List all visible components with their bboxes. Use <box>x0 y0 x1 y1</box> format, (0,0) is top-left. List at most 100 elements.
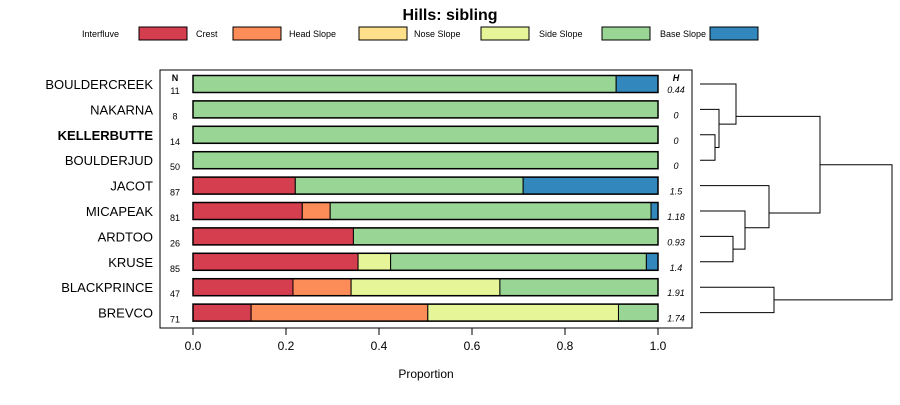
row-entropy: 1.91 <box>667 288 685 298</box>
bar-segment <box>192 176 296 195</box>
bar-row: ARDTOO 26 0.93 <box>98 227 685 248</box>
bar-segment <box>192 252 359 271</box>
row-count: 50 <box>170 162 180 172</box>
bar-segment <box>329 202 652 220</box>
row-entropy: 1.5 <box>670 187 684 197</box>
bar-segment <box>615 75 659 93</box>
dendrogram-branch <box>700 235 734 263</box>
bar-row: BOULDERCREEK 11 0.44 <box>45 74 685 96</box>
dendrogram-branch <box>700 108 720 148</box>
row-count: 81 <box>170 213 180 223</box>
bar-segment <box>427 303 619 322</box>
bar-segment <box>250 303 429 322</box>
bar-segment <box>192 151 659 170</box>
x-tick-label: 0.6 <box>464 339 481 353</box>
h-column-header: H <box>673 73 680 83</box>
bar-segment <box>192 278 294 297</box>
legend-swatch <box>138 26 188 41</box>
bar-row: BOULDERJUD 50 0 <box>65 150 679 172</box>
bar-outline <box>192 100 659 119</box>
row-label: JACOT <box>110 179 153 194</box>
bar-outline <box>192 277 659 297</box>
row-count: 14 <box>170 137 180 147</box>
bar-outline <box>192 74 659 94</box>
legend-swatch <box>232 26 282 41</box>
bar-segment <box>301 202 331 220</box>
bar-segment <box>617 303 659 322</box>
bar-outline <box>192 303 659 322</box>
row-label: BREVCO <box>98 306 153 321</box>
row-count: 87 <box>170 188 180 198</box>
bar-row: KELLERBUTTE 14 0 <box>58 125 679 147</box>
bar-segment <box>192 303 252 322</box>
legend-label: Head Slope <box>289 29 336 39</box>
bar-segment <box>294 176 524 195</box>
legend-swatch <box>480 26 530 41</box>
bar-row: JACOT 87 1.5 <box>110 176 684 198</box>
n-column-header: N <box>172 73 179 83</box>
dendrogram-branch <box>700 134 716 161</box>
bar-row: NAKARNA 8 0 <box>90 100 679 121</box>
legend-label: Interfluve <box>82 29 119 39</box>
x-tick-label: 1.0 <box>650 339 667 353</box>
legend-swatch <box>601 26 651 41</box>
x-tick-label: 0.2 <box>278 339 295 353</box>
row-label: MICAPEAK <box>86 204 154 219</box>
bar-segment <box>499 278 659 297</box>
bar-segment <box>192 202 303 220</box>
x-axis: 0.0 0.2 0.4 0.6 0.8 1.0 <box>185 328 667 353</box>
bar-row: MICAPEAK 81 1.18 <box>86 201 685 223</box>
bar-outline <box>192 125 659 145</box>
row-entropy: 0.44 <box>667 85 685 95</box>
bar-segment <box>522 176 659 195</box>
bar-rows: BOULDERCREEK 11 0.44 NAKARNA 8 0 KELLERBUTTE 14… <box>45 74 685 325</box>
bar-outline <box>192 227 659 246</box>
bar-segment <box>650 202 659 220</box>
bar-outline <box>192 176 659 195</box>
legend-label: Base Slope <box>660 29 706 39</box>
chart-title: Hills: sibling <box>402 7 497 24</box>
bar-segment <box>390 252 647 271</box>
plot-frame <box>159 69 693 329</box>
row-label: BOULDERJUD <box>65 153 153 168</box>
legend-label: Nose Slope <box>414 29 461 39</box>
dendrogram <box>700 83 893 314</box>
dendrogram-branch <box>700 286 775 314</box>
bar-segment <box>192 227 354 246</box>
x-tick-label: 0.8 <box>557 339 574 353</box>
bar-segment <box>192 125 659 144</box>
row-entropy: 0 <box>673 161 678 171</box>
legend-swatch <box>358 26 408 41</box>
bar-segment <box>192 75 617 93</box>
dendrogram-branch <box>700 83 737 125</box>
dendrogram-branch <box>774 164 893 301</box>
x-tick-label: 0.0 <box>185 339 202 353</box>
row-entropy: 0 <box>673 110 678 120</box>
dendrogram-branch <box>700 185 770 229</box>
bar-segment <box>192 100 659 119</box>
bar-segment <box>350 278 501 297</box>
bar-outline <box>192 201 659 221</box>
dendrogram-branch <box>736 115 821 214</box>
row-entropy: 1.74 <box>667 314 685 324</box>
bar-outline <box>192 150 659 170</box>
legend-label: Side Slope <box>539 29 583 39</box>
row-count: 11 <box>170 86 179 96</box>
legend-swatch <box>709 26 759 41</box>
row-entropy: 0.93 <box>667 237 685 247</box>
legend: Interfluve Crest Head Slope Nose Slope Side … <box>82 26 759 41</box>
row-entropy: 1.4 <box>670 263 683 273</box>
bar-outline <box>192 252 659 272</box>
bar-segment <box>292 278 352 297</box>
row-count: 71 <box>170 315 180 325</box>
bar-segment <box>352 227 659 246</box>
bar-segment <box>357 252 392 271</box>
row-label: KELLERBUTTE <box>58 128 154 143</box>
x-axis-label: Proportion <box>398 367 453 381</box>
row-entropy: 1.18 <box>667 212 685 222</box>
x-tick-label: 0.4 <box>371 339 388 353</box>
row-count: 8 <box>172 111 177 121</box>
row-count: 85 <box>170 264 180 274</box>
